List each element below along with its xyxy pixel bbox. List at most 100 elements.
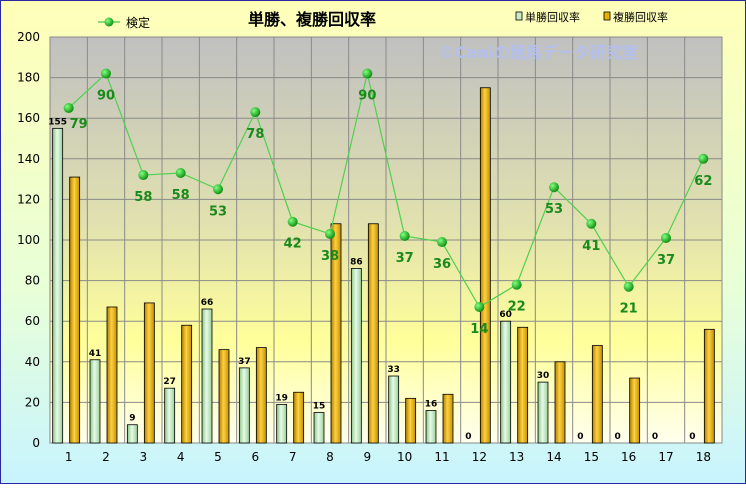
bar-tansho-label: 37 <box>238 357 251 367</box>
bar-tansho <box>350 268 362 444</box>
y-tick-label: 40 <box>25 355 40 369</box>
x-tick-label: 17 <box>658 450 673 464</box>
bar-tansho-label: 19 <box>275 393 288 403</box>
legend: 検定 単勝回収率 複勝回収率 <box>98 10 668 30</box>
y-tick-label: 0 <box>32 436 40 450</box>
y-tick-label: 100 <box>17 233 40 247</box>
x-tick-label: 15 <box>584 450 599 464</box>
x-axis: 1 2 3 4 5 6 7 8 9 10 11 12 13 14 15 16 17 18 <box>65 450 711 464</box>
line-point-label: 37 <box>396 251 414 266</box>
x-tick-label: 3 <box>140 450 148 464</box>
line-series <box>63 68 709 312</box>
y-axis: 0 20 40 60 80 100 120 140 160 180 200 <box>17 30 40 450</box>
x-tick-label: 4 <box>177 450 185 464</box>
line-point <box>175 168 186 179</box>
y-tick-label: 120 <box>17 192 40 206</box>
x-tick-label: 8 <box>326 450 334 464</box>
legend-line-label: 検定 <box>126 15 150 30</box>
line-kentei <box>68 72 704 308</box>
line-point-label: 36 <box>433 257 451 272</box>
line-point <box>586 218 597 229</box>
chart-watermark: ©Caniの競馬データ研究室 <box>438 43 637 62</box>
bar-fukusho <box>405 397 417 444</box>
bar-fukusho <box>106 306 118 444</box>
bar-tansho-label: 0 <box>652 432 658 442</box>
line-point-label: 58 <box>172 188 190 203</box>
line-point <box>511 279 522 290</box>
bar-fukusho <box>703 328 715 444</box>
bar-tansho-label: 0 <box>577 432 583 442</box>
line-point-label: 79 <box>70 117 88 132</box>
line-point <box>399 230 410 241</box>
line-point-label: 14 <box>470 322 488 337</box>
line-point <box>138 170 149 181</box>
line-point <box>661 232 671 243</box>
bar-fukusho <box>554 361 566 444</box>
y-tick-label: 140 <box>17 152 40 166</box>
bar-tansho-label: 30 <box>537 371 550 381</box>
line-point-label: 78 <box>246 127 264 142</box>
line-point <box>101 68 111 79</box>
y-tick-label: 80 <box>25 274 40 288</box>
bar-fukusho <box>591 345 603 444</box>
bars <box>52 87 715 444</box>
y-tick-label: 20 <box>25 395 40 409</box>
bar-tansho-label: 16 <box>425 400 438 410</box>
x-tick-label: 1 <box>65 450 73 464</box>
line-point-label: 62 <box>694 174 712 189</box>
line-point-label: 53 <box>209 204 227 219</box>
bar-fukusho <box>367 223 379 444</box>
y-tick-label: 180 <box>17 71 40 85</box>
x-tick-label: 9 <box>364 450 372 464</box>
x-tick-label: 6 <box>252 450 260 464</box>
chart-title: 単勝、複勝回収率 <box>248 10 376 29</box>
bar-tansho <box>126 424 138 444</box>
bar-fukusho <box>629 377 641 444</box>
bar-tansho-label: 86 <box>350 257 363 267</box>
line-point-label: 41 <box>582 239 600 254</box>
bar-tansho <box>537 381 549 444</box>
line-point <box>437 237 447 248</box>
bar-tansho <box>201 308 213 444</box>
line-point-label: 21 <box>620 302 638 317</box>
bar-fukusho <box>517 326 529 444</box>
bar-tansho-label: 41 <box>89 349 102 359</box>
bar-tansho <box>313 412 325 444</box>
bar-fukusho <box>255 347 267 444</box>
line-point-label: 90 <box>358 89 376 104</box>
data-labels: 155 41 9 27 66 37 19 15 86 33 16 0 60 30 0 0 0 0 79 90 58 58 5… <box>48 89 712 442</box>
y-tick-label: 200 <box>17 30 40 44</box>
legend-tansho-swatch <box>515 11 523 21</box>
x-tick-label: 18 <box>696 450 711 464</box>
bar-tansho-label: 9 <box>129 414 135 424</box>
line-point-label: 38 <box>321 249 339 264</box>
legend-fukusho-label: 複勝回収率 <box>613 10 668 24</box>
y-tick-label: 60 <box>25 314 40 328</box>
line-point-label: 42 <box>284 237 302 252</box>
x-tick-label: 12 <box>472 450 487 464</box>
bar-tansho <box>89 359 101 444</box>
line-point <box>623 281 634 292</box>
line-point <box>287 216 298 227</box>
bar-tansho-label: 27 <box>163 377 176 387</box>
line-point-label: 90 <box>97 89 115 104</box>
line-point <box>362 68 373 79</box>
bar-tansho-label: 0 <box>465 432 471 442</box>
line-point <box>250 107 261 118</box>
line-point-label: 37 <box>657 253 675 268</box>
line-point <box>698 153 709 164</box>
legend-item-tansho: 単勝回収率 <box>515 10 580 24</box>
bar-tansho <box>425 410 437 444</box>
line-point-label: 53 <box>545 202 563 217</box>
bar-tansho <box>52 127 64 444</box>
bar-tansho <box>276 404 288 444</box>
bar-fukusho <box>293 391 305 444</box>
bar-tansho-label: 0 <box>615 432 621 442</box>
line-point <box>63 103 74 114</box>
legend-item-line: 検定 <box>98 15 150 30</box>
y-tick-label: 160 <box>17 111 40 125</box>
x-tick-label: 5 <box>214 450 222 464</box>
legend-tansho-label: 単勝回収率 <box>525 10 580 24</box>
line-point-label: 58 <box>134 190 152 205</box>
